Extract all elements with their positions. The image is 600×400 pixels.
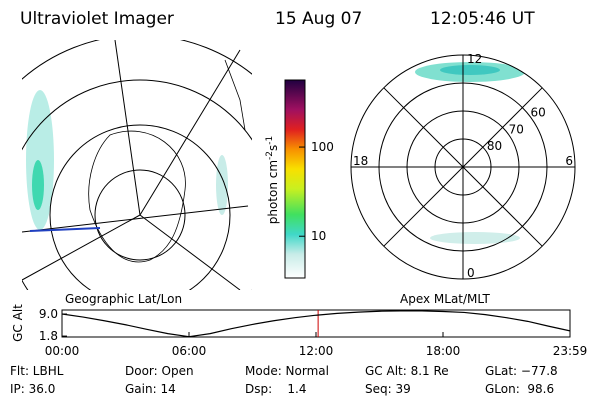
geo-map bbox=[22, 40, 252, 290]
mlt-label: 0 bbox=[467, 266, 475, 280]
x-tick-label: 12:00 bbox=[299, 344, 334, 358]
info-field: Gain: 14 bbox=[125, 382, 176, 396]
info-field: GC Alt: 8.1 Re bbox=[365, 364, 449, 378]
label-part: -1 bbox=[265, 136, 275, 145]
x-tick-label: 00:00 bbox=[45, 344, 80, 358]
lat-label: 60 bbox=[531, 106, 546, 120]
polar-label: Apex MLat/MLT bbox=[400, 292, 490, 306]
info-field: Mode: Normal bbox=[245, 364, 329, 378]
info-field: Flt: LBHL bbox=[10, 364, 64, 378]
lat-circle bbox=[378, 82, 548, 252]
mlt-label: 12 bbox=[467, 52, 482, 66]
info-field: Seq: 39 bbox=[365, 382, 411, 396]
polar-imagery bbox=[415, 62, 525, 244]
date: 15 Aug 07 bbox=[275, 9, 362, 29]
lat-circle bbox=[434, 138, 492, 196]
info-field: GLat: −77.8 bbox=[485, 364, 558, 378]
label-part: photon cm bbox=[266, 160, 280, 224]
x-tick-label: 23:59 bbox=[553, 344, 588, 358]
lat-circle bbox=[406, 110, 520, 224]
y-tick-label: 1.8 bbox=[39, 329, 58, 343]
geo-label: Geographic Lat/Lon bbox=[65, 292, 182, 306]
x-tick-label: 06:00 bbox=[172, 344, 207, 358]
info-field: Dsp: 1.4 bbox=[245, 382, 307, 396]
info-field: GLon: 98.6 bbox=[485, 382, 554, 396]
alt-line bbox=[61, 310, 571, 338]
title: Ultraviolet Imager bbox=[20, 9, 174, 29]
y-axis-label: GC Alt bbox=[11, 304, 25, 342]
label-part: s bbox=[266, 145, 280, 151]
time: 12:05:46 UT bbox=[430, 9, 535, 29]
mlt-label: 6 bbox=[565, 154, 573, 168]
colorbar bbox=[284, 79, 306, 279]
label-part: -2 bbox=[265, 151, 275, 160]
lat-label: 80 bbox=[487, 139, 502, 153]
tick-label: 100 bbox=[311, 140, 334, 154]
colorbar-label: photon cm-2s-1 bbox=[265, 136, 280, 225]
info-field: Door: Open bbox=[125, 364, 194, 378]
tick-label: 10 bbox=[311, 229, 326, 243]
info-field: IP: 36.0 bbox=[10, 382, 55, 396]
lat-label: 70 bbox=[509, 122, 524, 136]
mlt-label: 18 bbox=[353, 154, 368, 168]
x-tick-label: 18:00 bbox=[426, 344, 461, 358]
y-tick-label: 9.0 bbox=[39, 307, 58, 321]
